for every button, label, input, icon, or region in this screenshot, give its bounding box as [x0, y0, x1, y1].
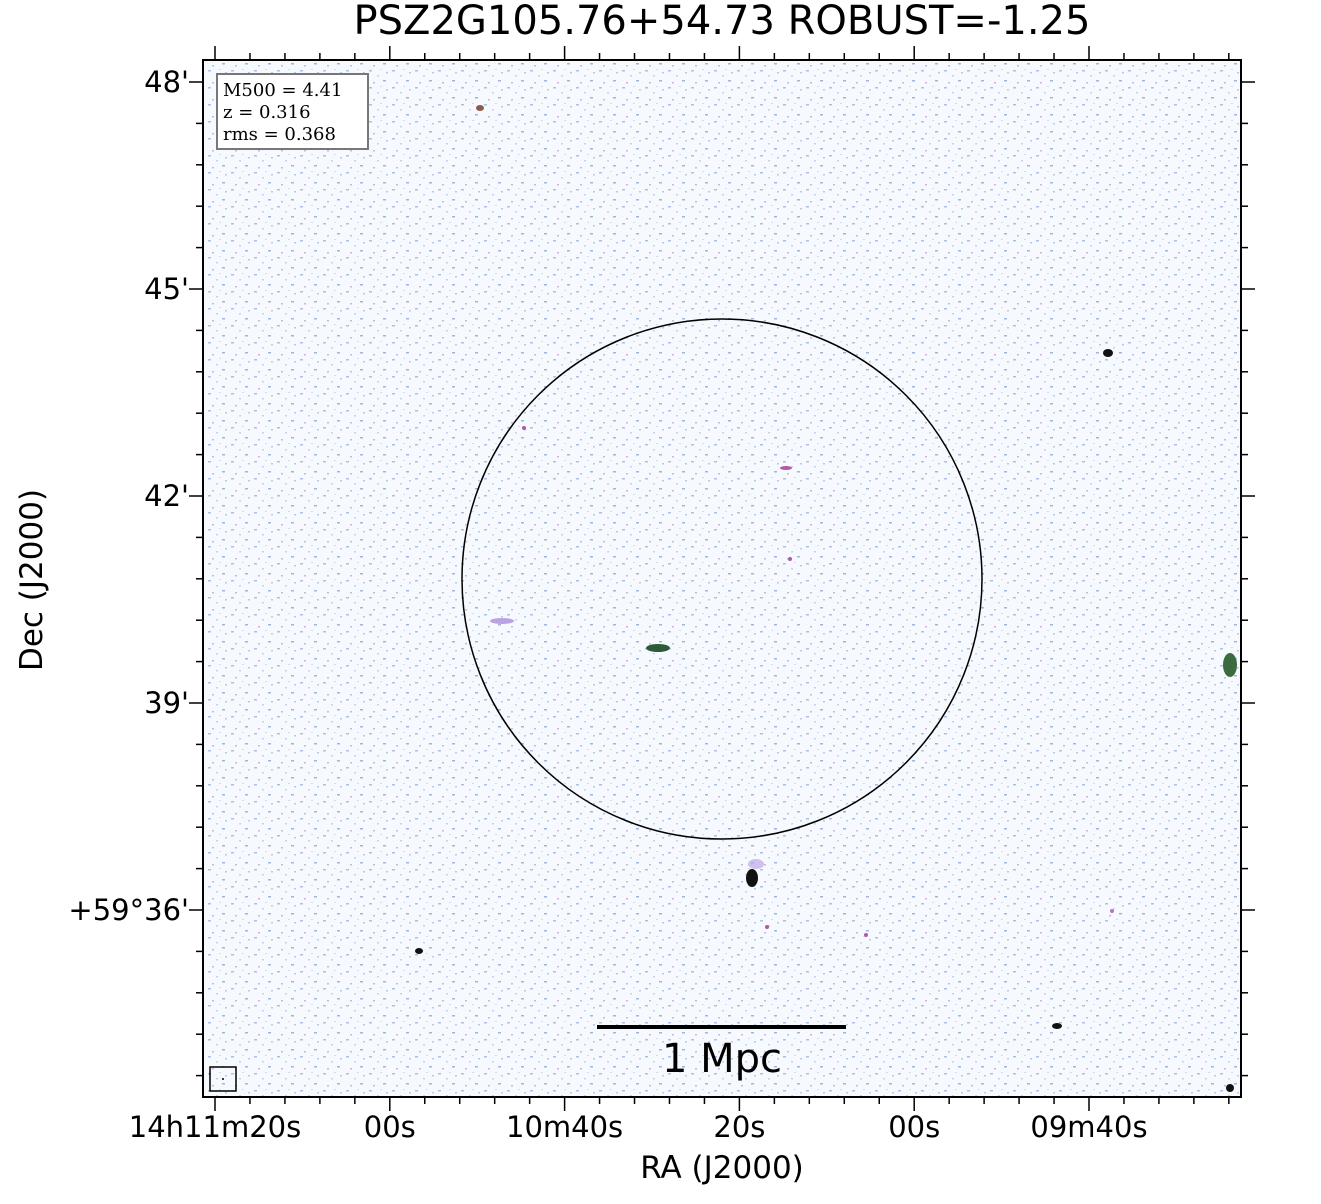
- x-tick-label: 09m40s: [1030, 1110, 1147, 1144]
- y-tick-label: 42': [144, 479, 189, 513]
- title: PSZ2G105.76+54.73 ROBUST=-1.25: [354, 0, 1091, 44]
- x-tick-label: 00s: [364, 1110, 416, 1144]
- x-tick-label: 10m40s: [506, 1110, 623, 1144]
- info-line: z = 0.316: [223, 102, 311, 123]
- x-tick-label: 00s: [888, 1110, 940, 1144]
- y-tick-label: 45': [144, 272, 189, 306]
- beam-box: [209, 1066, 237, 1092]
- scale-bar-label: 1 Mpc: [662, 1036, 782, 1082]
- ticks: 14h11m20s 00s 10m40s 20s 00s 09m40s 48' 45' 42' 3…: [68, 46, 1255, 1144]
- y-axis-label: Dec (J2000): [14, 489, 50, 671]
- x-tick-label: 14h11m20s: [129, 1110, 301, 1144]
- y-tick-label: +59°36': [68, 893, 189, 927]
- info-box: [216, 73, 369, 150]
- info-line: rms = 0.368: [223, 124, 336, 145]
- image: [203, 60, 1241, 1097]
- y-tick-label: 39': [144, 686, 189, 720]
- info-line: M500 = 4.41: [223, 80, 342, 101]
- r500-circle: [461, 318, 983, 840]
- x-axis-label: RA (J2000): [640, 1150, 804, 1186]
- beam: [222, 1078, 224, 1080]
- x-tick-label: 20s: [713, 1110, 765, 1144]
- y-tick-label: 48': [144, 65, 189, 99]
